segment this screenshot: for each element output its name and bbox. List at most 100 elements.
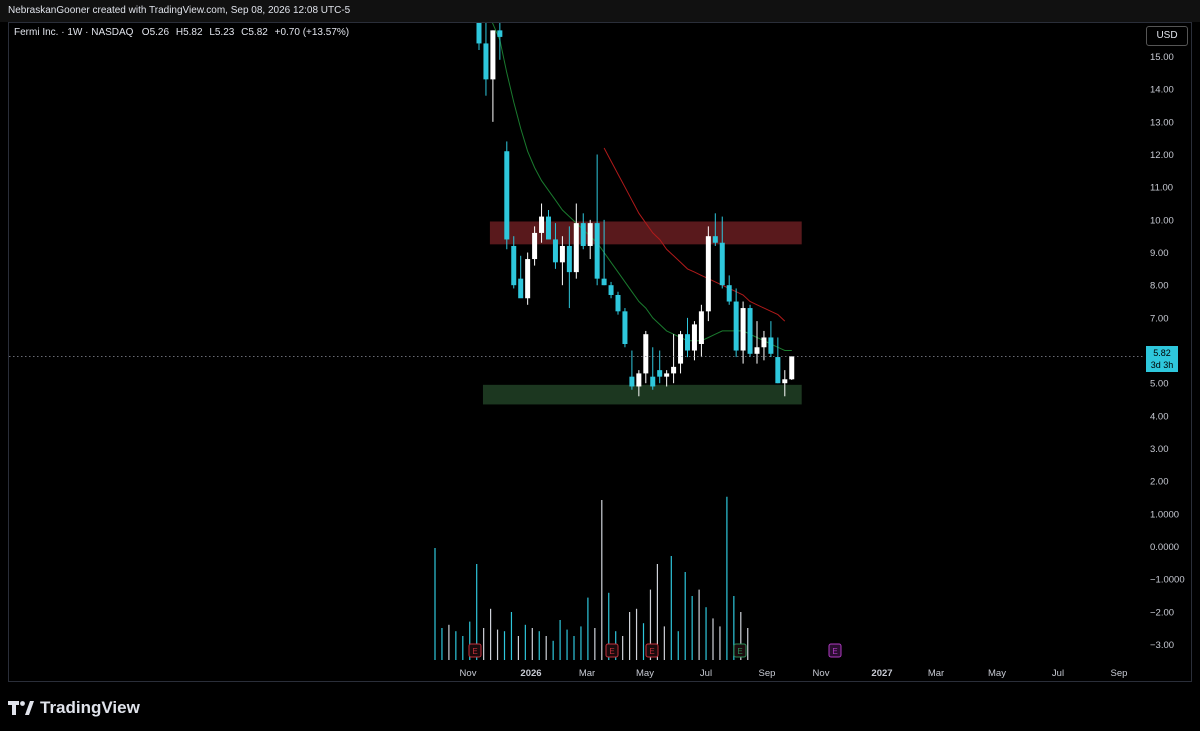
candle-body: [587, 223, 593, 246]
time-axis-tick-label: 2026: [520, 668, 541, 679]
candle-body: [622, 311, 628, 344]
plot-area: [9, 23, 1143, 660]
symbol-name: Fermi Inc. · 1W · NASDAQ: [14, 27, 134, 38]
change-value: +0.70 (+13.57%): [274, 27, 350, 38]
candle-body: [483, 43, 489, 80]
earnings-marker[interactable]: E: [733, 643, 747, 658]
earnings-marker[interactable]: E: [605, 643, 619, 658]
price-axis-tick-label: 3.00: [1150, 444, 1169, 455]
candle-body: [532, 232, 538, 260]
price-axis-tick-label: 1.0000: [1150, 509, 1179, 520]
price-axis-tick-label: 14.00: [1150, 85, 1174, 96]
candle-body: [698, 311, 704, 344]
candle-body: [671, 366, 677, 374]
candle-body: [511, 245, 517, 286]
earnings-marker[interactable]: E: [828, 643, 842, 658]
last-price-tag: 5.82 3d 3h: [1146, 346, 1178, 372]
candle-body: [733, 301, 739, 351]
time-axis-tick-label: Mar: [928, 668, 944, 679]
price-axis-tick-label: 10.00: [1150, 215, 1174, 226]
price-axis-tick-label: 8.00: [1150, 281, 1169, 292]
earnings-marker[interactable]: E: [468, 643, 482, 658]
time-axis-tick-label: Nov: [460, 668, 477, 679]
ma-slow-line: [603, 147, 786, 322]
earnings-marker-label: E: [737, 647, 742, 656]
candle-body: [691, 324, 697, 351]
candle-body: [476, 23, 482, 44]
earnings-marker-box: [733, 643, 747, 658]
price-axis-tick-label: −1.0000: [1150, 575, 1185, 586]
earnings-marker[interactable]: E: [645, 643, 659, 658]
price-axis-tick-label: 0.0000: [1150, 542, 1179, 553]
candle-body: [546, 216, 551, 240]
open-value: 5.26: [149, 27, 170, 38]
currency-button[interactable]: USD: [1146, 26, 1188, 46]
candle-body: [573, 223, 579, 273]
low-label: L: [209, 27, 215, 38]
candle-body: [782, 379, 788, 384]
candle-body: [761, 337, 767, 348]
earnings-marker-label: E: [832, 647, 837, 656]
price-axis-tick-label: 9.00: [1150, 248, 1169, 259]
last-price-value: 5.82: [1153, 348, 1171, 358]
candle-body: [705, 236, 711, 312]
candle-body: [504, 151, 510, 240]
chart-frame: [8, 22, 1192, 682]
high-label: H: [175, 27, 184, 38]
ma-fast-line: [491, 23, 792, 351]
close-value: 5.82: [248, 27, 268, 38]
time-axis-tick-label: Sep: [759, 668, 776, 679]
brand-name: TradingView: [40, 698, 140, 717]
price-axis-tick-label: 7.00: [1150, 313, 1169, 324]
candle-body: [685, 334, 690, 351]
price-axis-tick-label: 5.00: [1150, 379, 1169, 390]
price-axis-tick-label: 2.00: [1150, 477, 1169, 488]
price-axis-tick-label: 12.00: [1150, 150, 1174, 161]
candle-body: [643, 334, 649, 374]
candle-body: [552, 239, 558, 263]
candle-body: [518, 278, 524, 299]
candle-body: [719, 242, 725, 286]
candle-body: [657, 370, 663, 377]
time-axis-tick-label: Mar: [579, 668, 595, 679]
candle-body: [775, 357, 781, 384]
candle-body: [559, 245, 565, 263]
brand-footer[interactable]: TradingView: [8, 697, 140, 719]
candle-body: [740, 308, 746, 351]
support-zone: [482, 384, 802, 405]
candle-body: [608, 285, 614, 295]
low-value: 5.23: [214, 27, 235, 38]
earnings-marker-box: [605, 643, 619, 658]
high-value: 5.82: [183, 27, 203, 38]
open-label: O: [141, 27, 150, 38]
price-axis-tick-label: 15.00: [1150, 52, 1174, 63]
earnings-marker-label: E: [609, 647, 614, 656]
candle-body: [754, 347, 760, 354]
candle-body: [636, 373, 642, 387]
earnings-marker-box: [828, 643, 842, 658]
time-axis-tick-label: Jul: [700, 668, 712, 679]
time-axis-tick-label: Jul: [1052, 668, 1064, 679]
candle-body: [525, 259, 531, 299]
symbol-legend: Fermi Inc. · 1W · NASDAQ O5.26 H5.82 L5.…: [14, 27, 349, 38]
candle-body: [594, 223, 600, 279]
time-axis-tick-label: May: [988, 668, 1006, 679]
price-axis-tick-label: 13.00: [1150, 117, 1174, 128]
resistance-zone: [489, 221, 802, 245]
candle-body: [615, 294, 621, 312]
price-axis-tick-label: 11.00: [1150, 183, 1173, 194]
time-axis-tick-label: Nov: [813, 668, 830, 679]
time-axis-tick-label: 2027: [871, 668, 892, 679]
price-axis-tick-label: −3.00: [1150, 640, 1174, 651]
candle-body: [601, 278, 607, 286]
price-axis-tick-label: 4.00: [1150, 411, 1169, 422]
candle-body: [789, 356, 795, 380]
candle-body: [629, 376, 635, 387]
candle-body: [650, 376, 656, 387]
candle-body: [539, 216, 545, 233]
candle-body: [664, 373, 670, 377]
candle-body: [768, 337, 774, 354]
candle-body: [490, 30, 496, 80]
tradingview-logo-icon: [8, 701, 34, 715]
